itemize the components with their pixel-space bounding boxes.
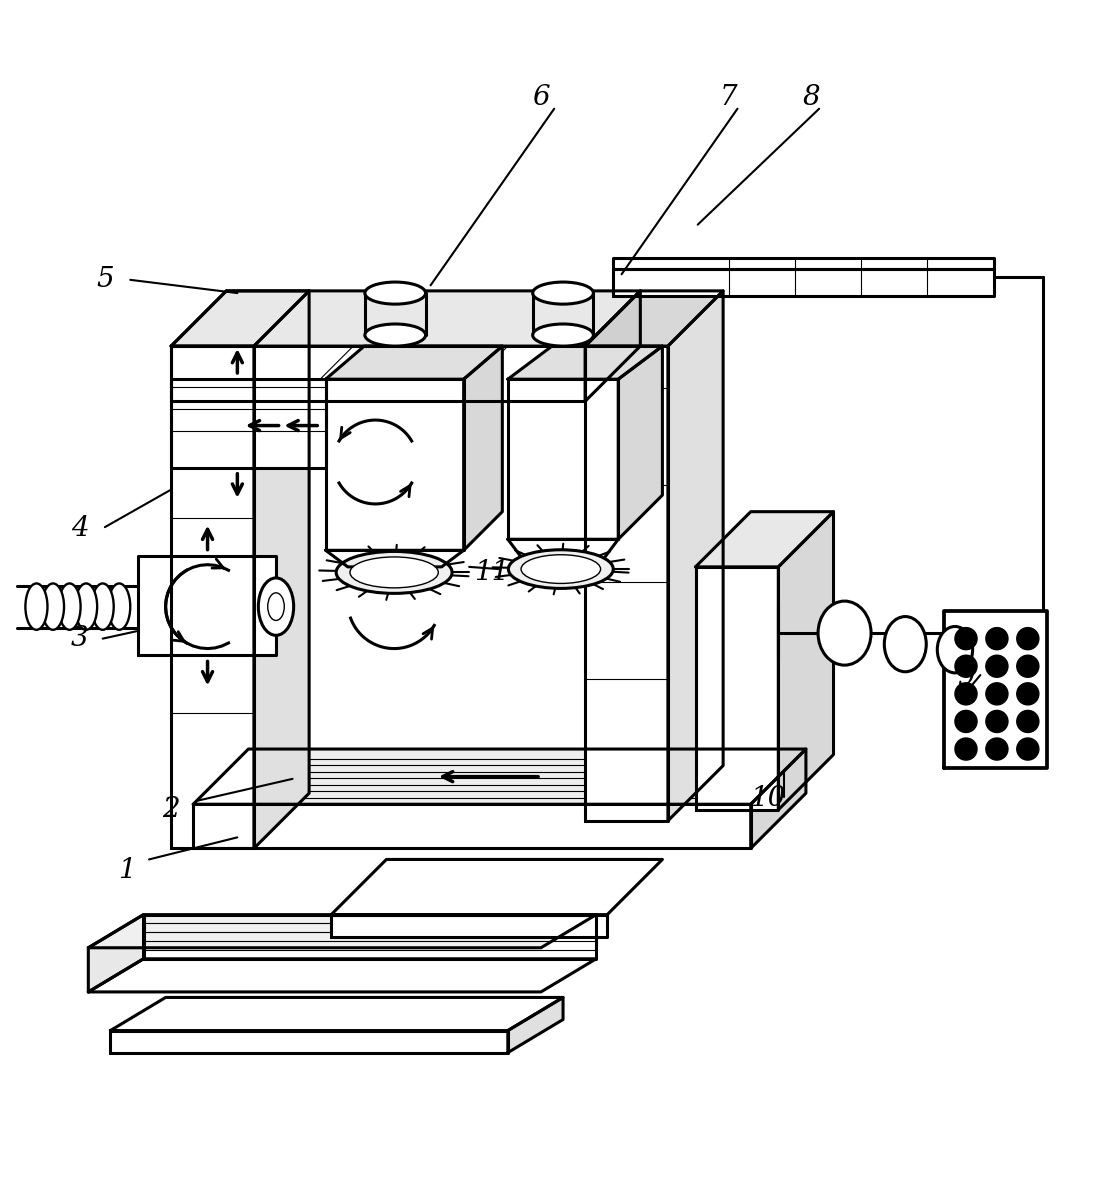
Text: 10: 10 (750, 785, 785, 812)
Text: 3: 3 (71, 625, 88, 652)
Polygon shape (508, 997, 563, 1052)
Polygon shape (613, 269, 994, 296)
Text: 5: 5 (96, 266, 114, 293)
Ellipse shape (521, 554, 601, 583)
Polygon shape (464, 346, 502, 551)
Ellipse shape (532, 282, 594, 304)
Polygon shape (585, 346, 668, 821)
Circle shape (1017, 683, 1039, 704)
Circle shape (955, 628, 977, 649)
Circle shape (986, 710, 1008, 732)
Polygon shape (508, 379, 618, 539)
Ellipse shape (92, 583, 114, 630)
Polygon shape (508, 539, 618, 562)
Polygon shape (326, 551, 464, 566)
Text: 2: 2 (162, 797, 180, 823)
Polygon shape (171, 290, 640, 346)
Circle shape (955, 683, 977, 704)
Polygon shape (88, 914, 144, 992)
Polygon shape (110, 997, 563, 1031)
Circle shape (955, 655, 977, 677)
Polygon shape (193, 749, 806, 804)
Ellipse shape (364, 282, 426, 304)
Ellipse shape (258, 578, 294, 635)
Text: 8: 8 (803, 84, 820, 112)
Text: 11: 11 (474, 559, 509, 586)
Polygon shape (331, 914, 607, 937)
Circle shape (986, 683, 1008, 704)
Polygon shape (618, 346, 662, 539)
Text: 9: 9 (957, 664, 975, 691)
Polygon shape (88, 914, 596, 948)
Ellipse shape (336, 552, 453, 593)
Ellipse shape (818, 601, 871, 665)
Text: 1: 1 (118, 857, 136, 884)
Polygon shape (254, 290, 309, 848)
Ellipse shape (25, 583, 47, 630)
Polygon shape (668, 290, 723, 821)
Polygon shape (696, 511, 834, 566)
Ellipse shape (884, 617, 926, 672)
Polygon shape (171, 346, 254, 848)
Polygon shape (88, 959, 596, 992)
Ellipse shape (42, 583, 64, 630)
Ellipse shape (532, 324, 594, 346)
Text: 7: 7 (720, 84, 737, 112)
Circle shape (955, 710, 977, 732)
Polygon shape (613, 258, 994, 269)
Circle shape (986, 628, 1008, 649)
Polygon shape (171, 346, 585, 401)
Polygon shape (171, 290, 309, 346)
Circle shape (955, 738, 977, 760)
Ellipse shape (350, 557, 438, 588)
Polygon shape (144, 914, 596, 959)
Polygon shape (778, 511, 834, 810)
Ellipse shape (508, 550, 614, 588)
Polygon shape (110, 1031, 508, 1052)
Polygon shape (326, 379, 464, 551)
Polygon shape (138, 556, 276, 655)
Circle shape (986, 738, 1008, 760)
Text: 6: 6 (532, 84, 550, 112)
Circle shape (1017, 655, 1039, 677)
Ellipse shape (108, 583, 130, 630)
Polygon shape (585, 290, 723, 346)
Circle shape (1017, 710, 1039, 732)
Polygon shape (751, 749, 806, 848)
Circle shape (1017, 738, 1039, 760)
Polygon shape (585, 290, 640, 401)
Ellipse shape (937, 626, 973, 673)
Polygon shape (696, 566, 778, 810)
Ellipse shape (59, 583, 81, 630)
Polygon shape (326, 346, 502, 379)
Ellipse shape (75, 583, 97, 630)
Ellipse shape (364, 324, 426, 346)
Polygon shape (171, 379, 326, 468)
Polygon shape (193, 804, 751, 848)
Ellipse shape (268, 593, 284, 620)
Polygon shape (944, 611, 1047, 768)
Polygon shape (508, 346, 662, 379)
Circle shape (1017, 628, 1039, 649)
Circle shape (986, 655, 1008, 677)
Polygon shape (331, 859, 662, 914)
Text: 4: 4 (71, 515, 88, 541)
